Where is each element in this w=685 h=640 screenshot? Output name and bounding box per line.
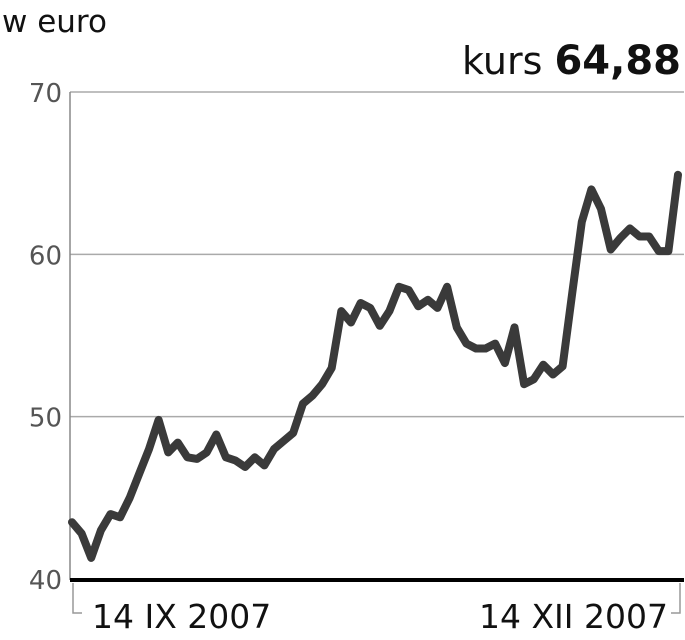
price-line bbox=[68, 170, 682, 562]
y-tick-label: 70 bbox=[29, 79, 62, 109]
y-tick-label: 50 bbox=[29, 404, 62, 434]
x-tick-label: 14 IX 2007 bbox=[92, 597, 271, 636]
current-price: kurs 64,88 bbox=[462, 38, 681, 84]
y-tick-label: 40 bbox=[29, 566, 62, 596]
x-range-bracket-left bbox=[72, 583, 82, 614]
kurs-label: kurs bbox=[462, 39, 543, 83]
kurs-value: 64,88 bbox=[554, 38, 681, 84]
unit-label: w euro bbox=[2, 4, 107, 40]
x-tick-label: 14 XII 2007 bbox=[479, 597, 668, 636]
y-tick-label: 60 bbox=[29, 241, 62, 271]
x-range-bracket-right bbox=[671, 583, 681, 614]
